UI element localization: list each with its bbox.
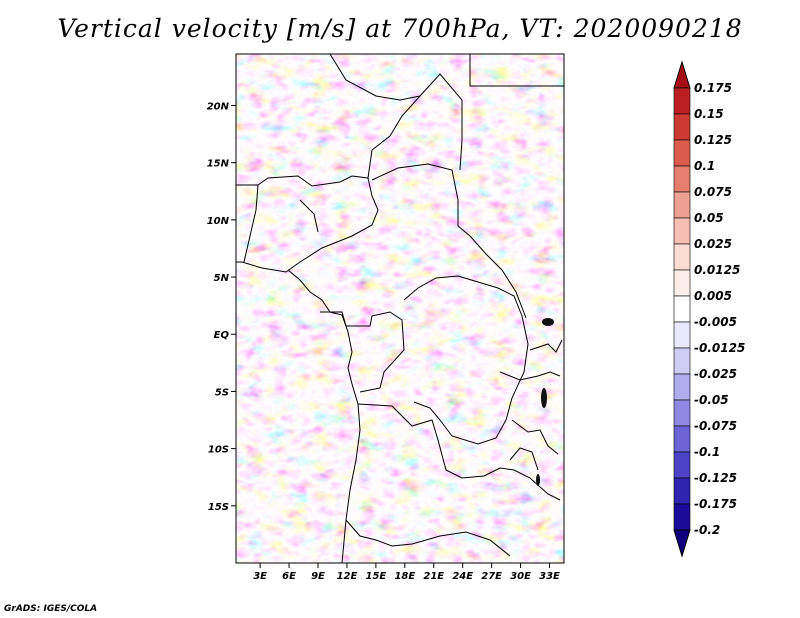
lakes: [536, 318, 554, 486]
lon-tick-label: 9E: [311, 571, 325, 582]
lon-tick-label: 21E: [423, 571, 444, 582]
colorbar-bin: [673, 217, 691, 245]
lon-tick-label: 30E: [510, 571, 531, 582]
lon-tick-label: 24E: [452, 571, 473, 582]
colorbar-label: 0.025: [694, 237, 732, 251]
colorbar-label: -0.005: [694, 315, 737, 329]
lon-tick-label: 15E: [366, 571, 387, 582]
lat-tick-label: EQ: [214, 330, 230, 341]
lat-tick-label: 10N: [207, 216, 230, 227]
lat-tick-label: 15N: [207, 159, 230, 170]
colorbar-bin: [673, 269, 691, 297]
country-boundaries: [236, 54, 564, 563]
colorbar-label: 0.175: [694, 81, 732, 95]
colorbar-label: 0.05: [694, 211, 724, 225]
colorbar-bin: [673, 295, 691, 323]
colorbar-label: 0.15: [694, 107, 724, 121]
chart-title: Vertical velocity [m/s] at 700hPa, VT: 2…: [57, 14, 743, 43]
colorbar-bin: [673, 87, 691, 115]
colorbar-bin: [673, 165, 691, 193]
colorbar-label: 0.005: [694, 289, 732, 303]
lat-tick-label: 10S: [208, 445, 229, 456]
colorbar-label: -0.175: [694, 497, 737, 511]
lat-tick-label: 5N: [214, 273, 230, 284]
colorbar-bin: [673, 347, 691, 375]
colorbar: 0.175 0.15 0.125 0.1 0.075 0.05 0.025 0.0125 0.0…: [673, 60, 745, 558]
credit-text: GrADS: IGES/COLA: [4, 604, 98, 614]
lon-tick-label: 27E: [481, 571, 502, 582]
colorbar-label: -0.025: [694, 367, 737, 381]
plot-frame: [235, 53, 565, 564]
colorbar-bin: [673, 191, 691, 219]
colorbar-bin: [673, 425, 691, 453]
velocity-field: [236, 54, 564, 563]
colorbar-label: -0.1: [694, 445, 720, 459]
colorbar-bin: [673, 503, 691, 531]
lon-tick-label: 33E: [539, 571, 560, 582]
lat-tick-label: 20N: [207, 101, 230, 112]
colorbar-bin: [673, 451, 691, 479]
colorbar-label: -0.05: [694, 393, 729, 407]
colorbar-bin: [673, 139, 691, 167]
colorbar-top-arrow: [673, 60, 691, 89]
colorbar-label: -0.2: [694, 523, 720, 537]
colorbar-bin: [673, 113, 691, 141]
colorbar-bottom-arrow: [673, 529, 691, 558]
colorbar-bin: [673, 243, 691, 271]
colorbar-label: 0.075: [694, 185, 732, 199]
lat-tick-label: 15S: [208, 502, 229, 513]
lon-tick-label: 3E: [253, 571, 267, 582]
colorbar-label: 0.125: [694, 133, 732, 147]
colorbar-label: -0.0125: [694, 341, 745, 355]
colorbar-bin: [673, 373, 691, 401]
lon-tick-label: 12E: [337, 571, 358, 582]
colorbar-label: -0.125: [694, 471, 737, 485]
colorbar-bin: [673, 321, 691, 349]
colorbar-label: -0.075: [694, 419, 737, 433]
colorbar-bin: [673, 477, 691, 505]
latitude-axis: 20N 15N 10N 5N EQ 5S 10S 15S: [207, 101, 236, 513]
colorbar-bin: [673, 399, 691, 427]
lon-tick-label: 6E: [282, 571, 296, 582]
lon-tick-label: 18E: [394, 571, 415, 582]
lat-tick-label: 5S: [215, 387, 229, 398]
longitude-axis: 3E 6E 9E 12E 15E 18E 21E 24E 27E 30E 33E: [253, 563, 560, 582]
colorbar-label: 0.0125: [694, 263, 740, 277]
colorbar-label: 0.1: [694, 159, 715, 173]
